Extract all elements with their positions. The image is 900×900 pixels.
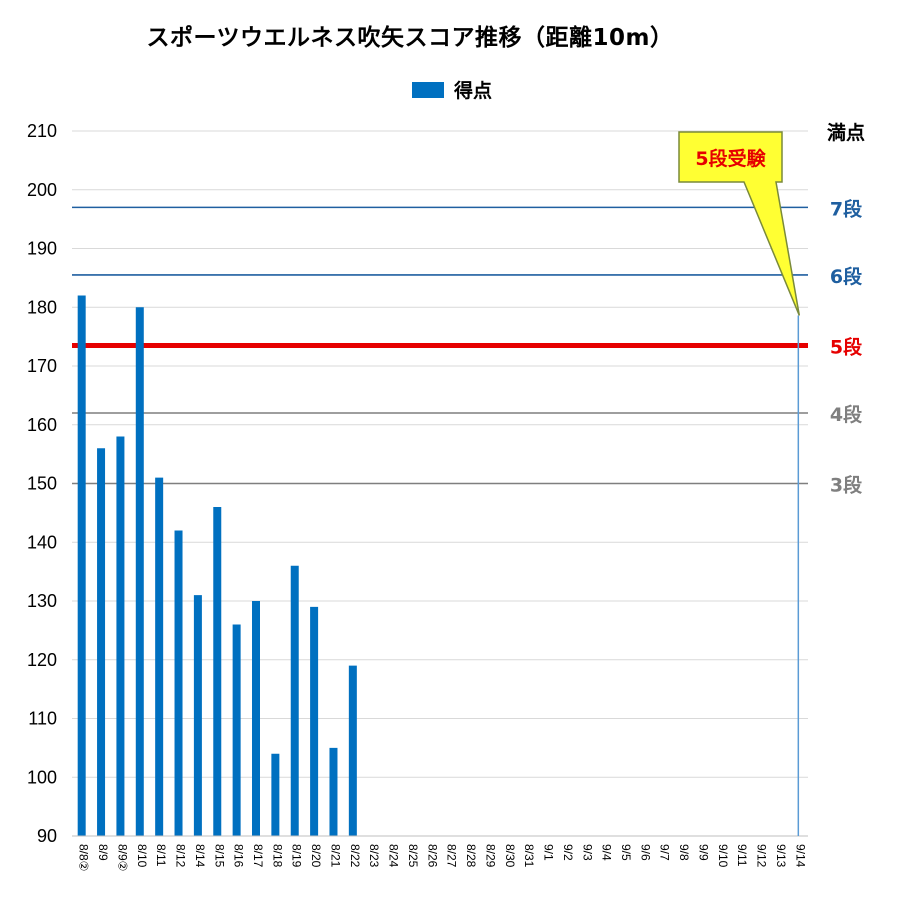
x-tick-label: 8/24	[387, 844, 401, 868]
y-tick-label: 200	[27, 180, 57, 200]
x-tick-label: 9/13	[774, 844, 788, 868]
chart-title: スポーツウエルネス吹矢スコア推移（距離10m）	[146, 25, 674, 51]
x-tick-label: 9/4	[600, 844, 614, 861]
x-tick-label: 8/9②	[115, 844, 129, 871]
x-tick-label: 8/17	[251, 844, 265, 868]
y-tick-label: 190	[27, 239, 57, 259]
legend: 得点	[412, 76, 492, 103]
y-tick-label: 110	[28, 709, 57, 729]
y-tick-label: 180	[27, 297, 57, 317]
bar	[213, 507, 222, 836]
y-tick-label: 130	[27, 591, 57, 611]
x-tick-label: 9/7	[658, 844, 672, 861]
x-tick-label: 9/10	[716, 844, 730, 868]
x-tick-label: 8/10	[135, 844, 149, 868]
reference-label: 4段	[830, 403, 863, 426]
y-tick-label: 150	[27, 474, 57, 494]
y-tick-label: 120	[27, 650, 57, 670]
x-tick-label: 8/26	[425, 844, 439, 868]
y-tick-label: 140	[27, 532, 57, 552]
bar	[232, 624, 241, 836]
y-tick-label: 210	[27, 121, 57, 141]
legend-swatch	[412, 81, 444, 98]
bar	[290, 565, 299, 836]
bar	[116, 436, 125, 836]
reference-label: 7段	[830, 197, 863, 220]
x-tick-label: 8/15	[212, 844, 226, 868]
x-tick-label: 9/14	[793, 844, 807, 868]
x-tick-label: 9/3	[580, 844, 594, 861]
bar	[155, 477, 164, 836]
x-tick-label: 9/12	[755, 844, 769, 868]
reference-label: 満点	[827, 122, 865, 144]
exam-callout	[678, 131, 801, 316]
x-tick-label: 8/18	[270, 844, 284, 868]
bar	[135, 307, 144, 836]
reference-label: 6段	[830, 265, 863, 288]
x-tick-label: 8/29	[483, 844, 497, 868]
x-tick-label: 8/30	[503, 844, 517, 868]
x-tick-label: 8/25	[406, 844, 420, 868]
x-tick-label: 8/21	[328, 844, 342, 868]
x-tick-label: 8/11	[154, 844, 168, 867]
x-tick-label: 8/8②	[77, 844, 91, 871]
y-tick-label: 170	[27, 356, 57, 376]
x-tick-label: 8/16	[232, 844, 246, 868]
x-tick-label: 9/11	[735, 844, 749, 867]
y-tick-label: 90	[37, 826, 57, 846]
x-tick-label: 8/12	[174, 844, 188, 868]
x-tick-label: 8/27	[445, 844, 459, 868]
x-tick-label: 8/23	[367, 844, 381, 868]
bar	[193, 595, 202, 836]
x-tick-label: 8/9	[96, 844, 110, 861]
bar	[77, 295, 86, 836]
x-tick-label: 8/28	[464, 844, 478, 868]
x-tick-label: 9/6	[638, 844, 652, 861]
x-tick-label: 8/22	[348, 844, 362, 868]
bar	[310, 606, 319, 836]
y-tick-label: 100	[27, 767, 57, 787]
bar	[174, 530, 183, 836]
x-tick-label: 9/5	[619, 844, 633, 861]
x-tick-label: 9/8	[677, 844, 691, 861]
y-tick-label: 160	[27, 415, 57, 435]
bar	[348, 665, 357, 836]
exam-callout-label: 5段受験	[695, 147, 766, 170]
reference-label: 3段	[830, 474, 863, 497]
x-tick-label: 9/1	[542, 844, 556, 861]
bar	[329, 747, 338, 836]
reference-label: 5段	[830, 335, 863, 358]
x-tick-label: 8/31	[522, 844, 536, 868]
legend-label: 得点	[454, 80, 493, 102]
bar	[97, 448, 106, 836]
x-tick-label: 9/2	[561, 844, 575, 861]
bar	[252, 601, 260, 836]
bar	[271, 753, 280, 836]
x-tick-label: 8/19	[290, 844, 304, 868]
x-tick-label: 8/14	[193, 844, 207, 868]
x-tick-label: 8/20	[309, 844, 323, 868]
x-tick-label: 9/9	[696, 844, 710, 861]
